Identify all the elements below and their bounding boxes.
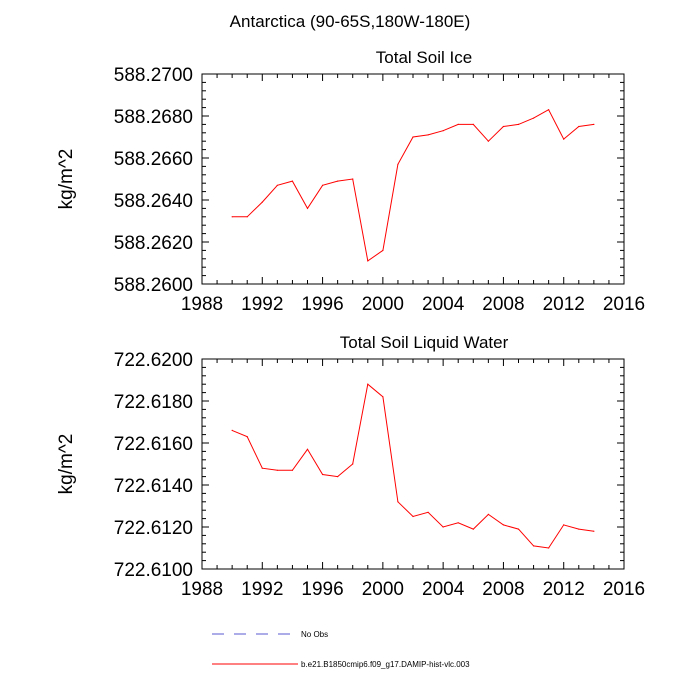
data-point — [261, 201, 263, 203]
legend-model-label: b.e21.B1850cmip6.f09_g17.DAMIP-hist-vlc.… — [301, 660, 470, 669]
y-tick-label: 722.6100 — [114, 560, 193, 581]
x-tick-label: 1996 — [301, 294, 343, 315]
data-point — [246, 216, 248, 218]
series-line — [231, 383, 594, 549]
data-point — [306, 207, 309, 209]
data-point — [352, 178, 354, 180]
data-point — [306, 448, 309, 450]
data-point — [457, 123, 459, 125]
x-tick-label: 2008 — [482, 294, 524, 315]
data-point — [563, 138, 565, 140]
data-point — [261, 467, 263, 469]
data-point — [593, 530, 595, 532]
series-line — [232, 109, 594, 262]
y-tick-label: 588.2640 — [114, 191, 193, 212]
data-point — [578, 528, 580, 530]
y-axis-label: kg/m^2 — [56, 434, 77, 495]
data-point — [487, 513, 489, 516]
y-tick-label: 722.6140 — [114, 476, 193, 497]
y-tick-label: 722.6120 — [114, 518, 193, 539]
data-point — [382, 396, 384, 398]
x-tick-label: 2000 — [362, 294, 404, 315]
y-axis-label: kg/m^2 — [56, 149, 77, 210]
panel-total-soil-liquid-water: Total Soil Liquid Water kg/m^2 722.6100 722… — [56, 333, 645, 600]
data-point — [246, 436, 248, 438]
data-point — [442, 130, 444, 132]
data-point — [231, 429, 233, 431]
y-tick-label: 588.2660 — [114, 149, 193, 170]
data-point — [532, 117, 535, 119]
data-point — [397, 501, 399, 503]
y-tick-label: 588.2700 — [114, 65, 193, 86]
data-point — [502, 524, 505, 526]
data-point — [578, 125, 580, 128]
data-point — [367, 383, 369, 385]
legend: No Obs b.e21.B1850cmip6.f09_g17.DAMIP-hi… — [212, 630, 470, 669]
chart-title: Total Soil Liquid Water — [340, 333, 509, 352]
x-tick-label: 1996 — [301, 579, 343, 600]
y-tick-label: 588.2600 — [114, 275, 193, 296]
data-point — [276, 469, 278, 471]
data-point — [367, 260, 369, 262]
data-point — [517, 123, 520, 125]
x-tick-label: 1992 — [241, 579, 283, 600]
data-point — [427, 511, 429, 513]
chart-title: Total Soil Ice — [376, 48, 472, 67]
y-tick-label: 722.6200 — [114, 350, 193, 371]
x-tick-label: 1988 — [181, 579, 223, 600]
data-point — [337, 180, 339, 182]
y-tick-label: 722.6160 — [114, 434, 193, 455]
legend-no-obs-label: No Obs — [301, 630, 328, 639]
data-point — [427, 134, 429, 136]
x-tick-label: 2016 — [603, 579, 645, 600]
data-point — [563, 524, 565, 526]
data-point — [548, 109, 550, 111]
panel-total-soil-ice: Total Soil Ice kg/m^2 588.2600 588.2620 588.… — [56, 48, 645, 315]
x-tick-label: 1992 — [241, 294, 283, 315]
data-point — [502, 125, 505, 128]
x-tick-label: 2004 — [422, 294, 465, 315]
data-point — [382, 249, 384, 251]
data-point — [472, 528, 474, 530]
data-point — [517, 528, 520, 530]
x-tick-label: 2000 — [362, 579, 404, 600]
data-point — [352, 463, 354, 465]
data-point — [412, 515, 414, 518]
data-point — [231, 216, 233, 218]
x-tick-label: 2012 — [543, 579, 585, 600]
x-tick-label: 2016 — [603, 294, 645, 315]
data-point — [532, 545, 535, 547]
data-point — [321, 473, 324, 476]
data-point — [291, 469, 294, 471]
data-point — [291, 180, 294, 182]
x-tick-label: 2012 — [543, 294, 585, 315]
data-point — [548, 547, 550, 549]
data-point — [412, 136, 414, 138]
page-title: Antarctica (90-65S,180W-180E) — [230, 12, 471, 31]
y-tick-label: 588.2620 — [114, 233, 193, 254]
data-point — [321, 184, 324, 186]
x-tick-label: 2004 — [422, 579, 465, 600]
x-tick-label: 2008 — [482, 579, 524, 600]
data-point — [487, 140, 489, 142]
data-point — [457, 522, 459, 524]
x-tick-label: 1988 — [181, 294, 223, 315]
y-tick-label: 588.2680 — [114, 107, 193, 128]
data-point — [397, 163, 399, 165]
y-tick-label: 722.6180 — [114, 392, 193, 413]
data-point — [276, 184, 278, 186]
plot-frame — [201, 73, 625, 285]
data-point — [337, 476, 339, 478]
data-point — [442, 526, 444, 528]
plot-frame — [201, 358, 625, 570]
data-point — [472, 123, 474, 125]
data-point — [593, 123, 595, 125]
